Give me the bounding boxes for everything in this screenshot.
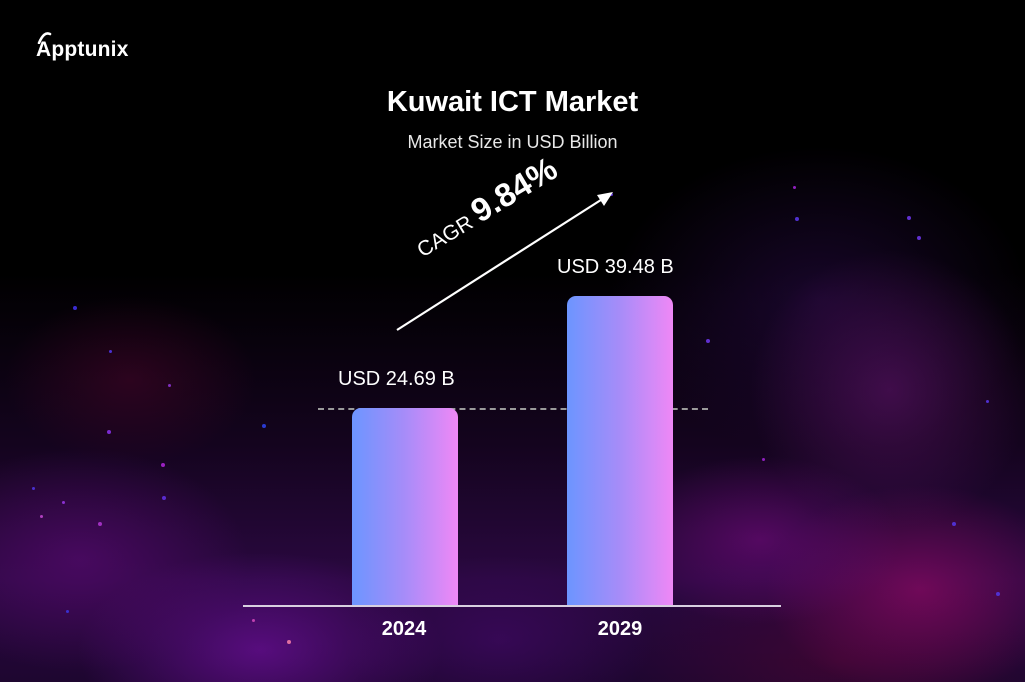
x-axis-line bbox=[243, 605, 781, 607]
bar-value-label-2029: USD 39.48 B bbox=[557, 256, 674, 278]
logo-swoosh-icon bbox=[37, 32, 52, 44]
chart-title: Kuwait ICT Market bbox=[386, 86, 639, 118]
brand-logo: Apptunix bbox=[36, 30, 129, 62]
brand-name: Apptunix bbox=[36, 38, 129, 61]
bar-2024 bbox=[352, 408, 458, 606]
bar-value-label-2024: USD 24.69 B bbox=[338, 368, 455, 390]
reference-line bbox=[318, 408, 708, 410]
chart-subtitle: Market Size in USD Billion bbox=[407, 132, 618, 152]
bar-2029 bbox=[567, 296, 673, 606]
x-axis-label-2029: 2029 bbox=[597, 618, 643, 640]
x-axis-label-2024: 2024 bbox=[381, 618, 427, 640]
